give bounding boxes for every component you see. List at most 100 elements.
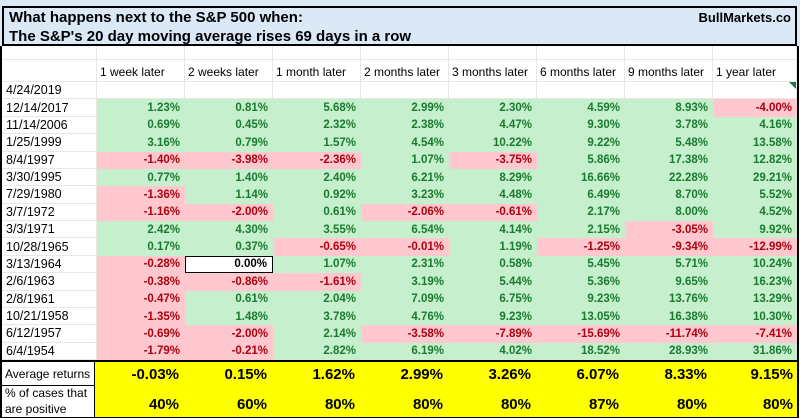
percent-positive-cell[interactable]: 80% — [447, 386, 535, 418]
table-cell[interactable]: 8.93% — [625, 99, 713, 117]
table-cell[interactable]: -15.69% — [537, 325, 625, 343]
table-cell[interactable]: 13.76% — [625, 290, 713, 308]
table-cell[interactable]: 1.14% — [185, 186, 273, 204]
table-cell[interactable]: 10.30% — [713, 307, 797, 326]
table-cell[interactable]: -0.65% — [273, 238, 361, 256]
table-cell[interactable]: 4.59% — [537, 99, 625, 117]
table-cell[interactable]: 9.23% — [449, 307, 537, 326]
table-cell[interactable]: -0.61% — [449, 203, 537, 221]
column-header[interactable]: 1 week later — [97, 60, 185, 82]
average-return-cell[interactable]: 6.07% — [535, 362, 623, 386]
table-cell[interactable]: 1.23% — [97, 99, 185, 117]
table-cell[interactable]: 4.30% — [185, 221, 273, 239]
sheet-cell[interactable] — [361, 46, 449, 60]
table-cell[interactable]: 6.21% — [361, 168, 449, 187]
table-cell[interactable]: 3.23% — [361, 186, 449, 204]
table-cell[interactable]: -2.00% — [185, 203, 273, 221]
table-cell[interactable]: 9.30% — [537, 116, 625, 135]
sheet-cell[interactable] — [625, 46, 713, 60]
table-cell[interactable]: 9.23% — [537, 290, 625, 308]
table-cell[interactable] — [273, 82, 361, 100]
percent-positive-cell[interactable]: 80% — [711, 386, 797, 418]
row-date[interactable]: 10/21/1958 — [2, 307, 97, 326]
column-header[interactable]: 1 month later — [273, 60, 361, 82]
table-cell[interactable]: 5.52% — [713, 186, 797, 204]
row-date[interactable]: 8/4/1997 — [2, 151, 97, 169]
table-cell[interactable]: -1.40% — [97, 151, 185, 169]
table-cell[interactable]: -1.25% — [537, 238, 625, 256]
row-date[interactable]: 6/12/1957 — [2, 325, 97, 343]
table-cell[interactable]: 8.70% — [625, 186, 713, 204]
column-header[interactable]: 1 year later — [713, 60, 797, 82]
table-cell[interactable]: 2.17% — [537, 203, 625, 221]
table-cell[interactable]: -1.61% — [273, 273, 361, 291]
table-cell[interactable]: 2.15% — [537, 221, 625, 239]
table-cell[interactable] — [361, 82, 449, 100]
table-cell[interactable]: 6.19% — [361, 342, 449, 360]
table-cell[interactable]: 3.55% — [273, 221, 361, 239]
table-cell[interactable]: -9.34% — [625, 238, 713, 256]
row-date[interactable]: 10/28/1965 — [2, 238, 97, 256]
table-cell[interactable]: 9.65% — [625, 273, 713, 291]
average-return-cell[interactable]: 9.15% — [711, 362, 797, 386]
percent-positive-cell[interactable]: 80% — [623, 386, 711, 418]
brand-link[interactable]: BullMarkets.co — [698, 10, 791, 25]
row-date[interactable]: 2/8/1961 — [2, 290, 97, 308]
table-cell[interactable]: -1.36% — [97, 186, 185, 204]
percent-positive-cell[interactable]: 87% — [535, 386, 623, 418]
table-cell[interactable]: -0.28% — [97, 255, 185, 274]
table-cell[interactable]: -2.00% — [185, 325, 273, 343]
table-cell[interactable]: 2.42% — [97, 221, 185, 239]
table-cell[interactable]: -1.79% — [97, 342, 185, 360]
table-cell[interactable]: 0.92% — [273, 186, 361, 204]
table-cell[interactable]: 5.68% — [273, 99, 361, 117]
table-cell[interactable]: 9.92% — [713, 221, 797, 239]
row-date[interactable]: 11/14/2006 — [2, 116, 97, 135]
table-cell[interactable]: 17.38% — [625, 151, 713, 169]
table-cell[interactable]: -0.86% — [185, 273, 273, 291]
table-cell[interactable]: 13.29% — [713, 290, 797, 308]
sheet-cell[interactable] — [2, 60, 97, 82]
table-cell[interactable]: 4.52% — [713, 203, 797, 221]
average-return-cell[interactable]: -0.03% — [95, 362, 183, 386]
table-cell[interactable]: 4.54% — [361, 134, 449, 152]
table-cell[interactable]: -3.75% — [449, 151, 537, 169]
row-date[interactable]: 1/25/1999 — [2, 134, 97, 152]
table-cell[interactable]: 6.54% — [361, 221, 449, 239]
table-cell[interactable]: -3.05% — [625, 221, 713, 239]
table-cell[interactable]: 5.71% — [625, 255, 713, 274]
table-cell[interactable]: 28.93% — [625, 342, 713, 360]
table-cell[interactable]: 8.00% — [625, 203, 713, 221]
table-cell[interactable]: 1.40% — [185, 168, 273, 187]
table-cell[interactable]: 2.99% — [361, 99, 449, 117]
table-cell[interactable] — [97, 82, 185, 100]
table-cell[interactable]: 2.82% — [273, 342, 361, 360]
table-cell[interactable]: -2.36% — [273, 151, 361, 169]
table-cell[interactable]: -7.89% — [449, 325, 537, 343]
row-date[interactable]: 7/29/1980 — [2, 186, 97, 204]
row-date[interactable]: 2/6/1963 — [2, 273, 97, 291]
table-cell[interactable]: 1.57% — [273, 134, 361, 152]
table-cell[interactable]: 7.09% — [361, 290, 449, 308]
row-date[interactable]: 3/13/1964 — [2, 255, 97, 274]
table-cell[interactable]: 16.38% — [625, 307, 713, 326]
table-cell[interactable]: -0.01% — [361, 238, 449, 256]
table-cell[interactable]: 13.05% — [537, 307, 625, 326]
percent-positive-cell[interactable]: 80% — [271, 386, 359, 418]
table-cell[interactable]: -0.38% — [97, 273, 185, 291]
table-cell[interactable]: 18.52% — [537, 342, 625, 360]
table-cell[interactable]: 3.16% — [97, 134, 185, 152]
table-cell[interactable]: 0.17% — [97, 238, 185, 256]
table-cell[interactable]: 22.28% — [625, 168, 713, 187]
table-cell[interactable] — [713, 82, 797, 100]
table-cell[interactable]: -0.47% — [97, 290, 185, 308]
table-cell[interactable]: -11.74% — [625, 325, 713, 343]
table-cell[interactable]: 6.75% — [449, 290, 537, 308]
table-cell[interactable]: 0.00% — [185, 255, 273, 274]
column-header[interactable]: 9 months later — [625, 60, 713, 82]
sheet-cell[interactable] — [2, 46, 97, 60]
row-date[interactable]: 4/24/2019 — [2, 82, 97, 100]
table-cell[interactable]: 4.76% — [361, 307, 449, 326]
row-date[interactable]: 12/14/2017 — [2, 99, 97, 117]
table-cell[interactable]: 5.36% — [537, 273, 625, 291]
